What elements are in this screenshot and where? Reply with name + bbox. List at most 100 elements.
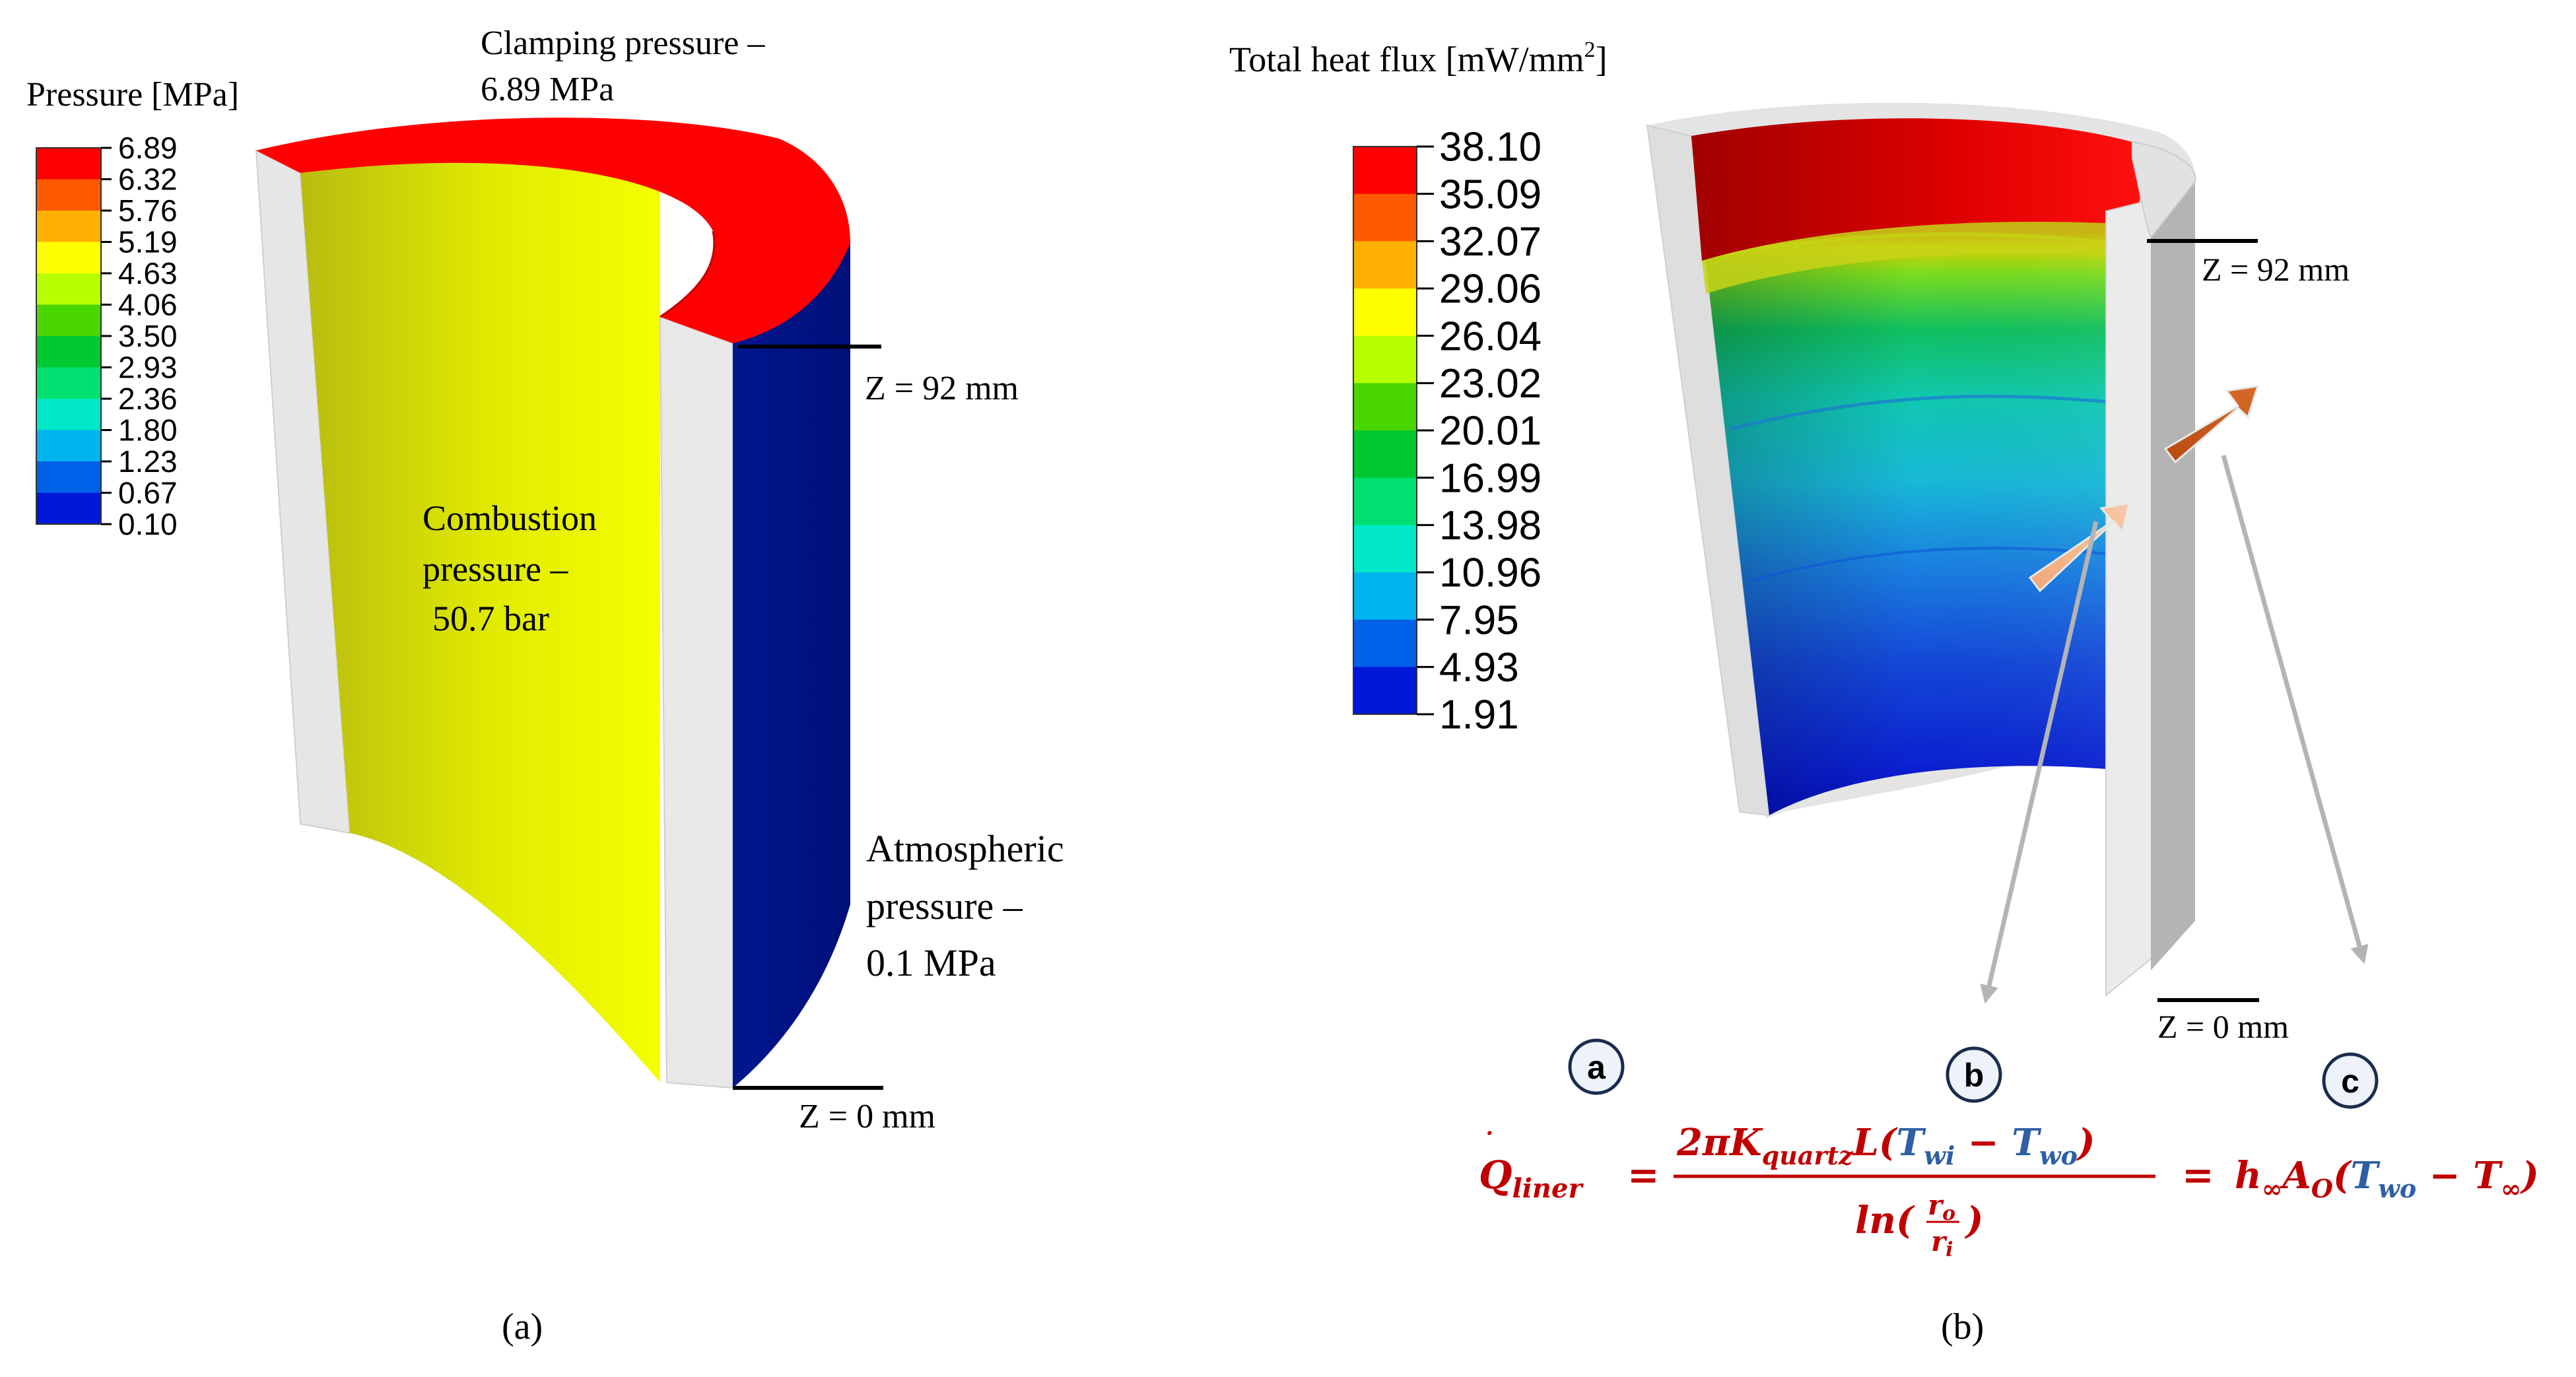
legend-tick-label: 29.06	[1439, 267, 1542, 312]
atmospheric-pressure-label-2: pressure –	[866, 885, 1023, 927]
clamping-pressure-value: 6.89 MPa	[481, 71, 614, 108]
heat-balance-equation: Qliner ˙ = 2πKquartzL(Twi − Two) ln( ro …	[1479, 1121, 2539, 1261]
legend-color-band	[1353, 288, 1417, 337]
liner-b-band-line	[1729, 394, 2117, 431]
liner-a-inner-wall	[300, 153, 660, 1083]
legend-color-band	[36, 148, 101, 180]
clamping-pressure-label: Clamping pressure –	[481, 24, 765, 62]
legend-tick-label: 4.06	[118, 288, 178, 322]
legend-tick-label: 38.10	[1439, 125, 1542, 170]
svg-text:b: b	[1964, 1057, 1984, 1094]
legend-tick-label: 32.07	[1439, 219, 1542, 265]
liner-b-inner-shade	[1691, 121, 2132, 815]
legend-tick-label: 0.10	[118, 507, 178, 541]
liner-b-top-rim	[2132, 141, 2196, 240]
z-bottom-label-b: Z = 0 mm	[2157, 1008, 2289, 1045]
atmospheric-pressure-label-1: Atmospheric	[866, 827, 1064, 870]
legend-color-band	[36, 336, 101, 368]
heat-flow-arrow-outer	[2163, 385, 2260, 464]
equation-rhs: h∞AO(Two − T∞)	[2235, 1154, 2539, 1203]
equals-sign-2: =	[2182, 1153, 2214, 1197]
legend-tick-label: 5.19	[118, 225, 178, 259]
legend-tick-label: 4.93	[1439, 645, 1519, 690]
legend-color-band	[36, 367, 101, 399]
liner-b-outer-side	[2151, 182, 2195, 970]
z-top-label-a: Z = 92 mm	[865, 370, 1019, 407]
combustion-pressure-label-2: pressure –	[423, 549, 568, 589]
legend-tick-label: 6.89	[118, 131, 178, 165]
legend-color-band	[36, 461, 101, 493]
legend-tick-label: 35.09	[1439, 172, 1542, 217]
legend-color-band	[1353, 147, 1417, 195]
legend-color-band	[36, 399, 101, 430]
legend-tick-label: 1.80	[118, 413, 178, 448]
legend-color-band	[1353, 430, 1417, 479]
legend-tick-label: 2.93	[118, 351, 178, 385]
equation-denominator-ln: ln(	[1855, 1199, 1915, 1242]
liner-a-top-rim	[256, 118, 850, 343]
equation-lhs: Qliner	[1479, 1153, 1584, 1204]
heat-flux-legend: 38.1035.0932.0729.0626.0423.0220.0116.99…	[1353, 125, 1542, 738]
liner-a-right-cut-face	[659, 316, 733, 1089]
legend-color-band	[36, 179, 101, 211]
equation-denominator-close: )	[1964, 1199, 1984, 1242]
badge-b: b	[1946, 1046, 2002, 1103]
heat-flux-legend-title: Total heat flux [mW/mm2]	[1229, 38, 1608, 79]
heat-flow-arrow-inner	[2028, 502, 2130, 593]
panel-b: Total heat flux [mW/mm2] 38.1035.0932.07…	[1229, 38, 2539, 1347]
legend-color-band	[1353, 335, 1417, 384]
legend-tick-label: 23.02	[1439, 361, 1542, 407]
liner-b-top-cap	[1691, 118, 2142, 261]
svg-text:a: a	[1587, 1049, 1606, 1086]
legend-color-band	[1353, 572, 1417, 621]
legend-color-band	[1353, 383, 1417, 431]
heat-flux-liner-model	[1646, 102, 2196, 997]
legend-tick-label: 7.95	[1439, 597, 1519, 643]
legend-tick-label: 6.32	[118, 162, 178, 197]
z-top-label-b: Z = 92 mm	[2202, 251, 2350, 288]
caption-b: (b)	[1941, 1306, 1984, 1347]
caption-a: (a)	[502, 1306, 543, 1347]
pressure-legend: 6.896.325.765.194.634.063.502.932.361.80…	[36, 131, 178, 541]
legend-tick-label: 3.50	[118, 319, 178, 353]
z-bottom-label-a: Z = 0 mm	[799, 1098, 935, 1135]
atmospheric-pressure-value: 0.1 MPa	[866, 941, 996, 984]
legend-color-band	[36, 242, 101, 274]
equation-numerator: 2πKquartzL(Twi − Two)	[1676, 1121, 2095, 1170]
ratio-ro: ro	[1928, 1189, 1955, 1225]
pressure-legend-title: Pressure [MPa]	[26, 76, 239, 114]
legend-tick-label: 4.63	[118, 256, 178, 290]
liner-a-rim-outline	[660, 230, 716, 318]
liner-b-transition-band	[1702, 221, 2132, 294]
pointer-arrow-b	[1980, 521, 2099, 1004]
equals-sign-1: =	[1627, 1153, 1660, 1197]
pointer-arrow-c	[2221, 455, 2369, 964]
legend-tick-label: 10.96	[1439, 551, 1542, 596]
legend-color-band	[1353, 477, 1417, 525]
legend-color-band	[36, 492, 101, 525]
combustion-pressure-value: 50.7 bar	[432, 599, 549, 638]
pressure-liner-model	[255, 118, 850, 1089]
badge-a: a	[1568, 1038, 1625, 1095]
legend-tick-label: 13.98	[1439, 503, 1542, 549]
combustion-pressure-label-1: Combustion	[423, 498, 597, 538]
legend-tick-label: 5.76	[118, 193, 178, 228]
legend-color-band	[1353, 241, 1417, 289]
legend-color-band	[1353, 667, 1417, 715]
legend-color-band	[1353, 525, 1417, 573]
q-dot-mark: ˙	[1480, 1127, 1495, 1161]
svg-text:c: c	[2341, 1063, 2359, 1100]
legend-tick-label: 16.99	[1439, 455, 1542, 501]
liner-b-band-line	[1749, 547, 2113, 582]
legend-tick-label: 20.01	[1439, 409, 1542, 454]
legend-color-band	[1353, 193, 1417, 242]
badge-c: c	[2322, 1052, 2379, 1109]
legend-color-band	[36, 430, 101, 462]
legend-color-band	[36, 273, 101, 305]
legend-color-band	[36, 304, 101, 337]
panel-a: Pressure [MPa] 6.896.325.765.194.634.063…	[26, 24, 1064, 1347]
legend-tick-label: 26.04	[1439, 314, 1542, 359]
legend-color-band	[36, 211, 101, 242]
legend-color-band	[1353, 619, 1417, 667]
